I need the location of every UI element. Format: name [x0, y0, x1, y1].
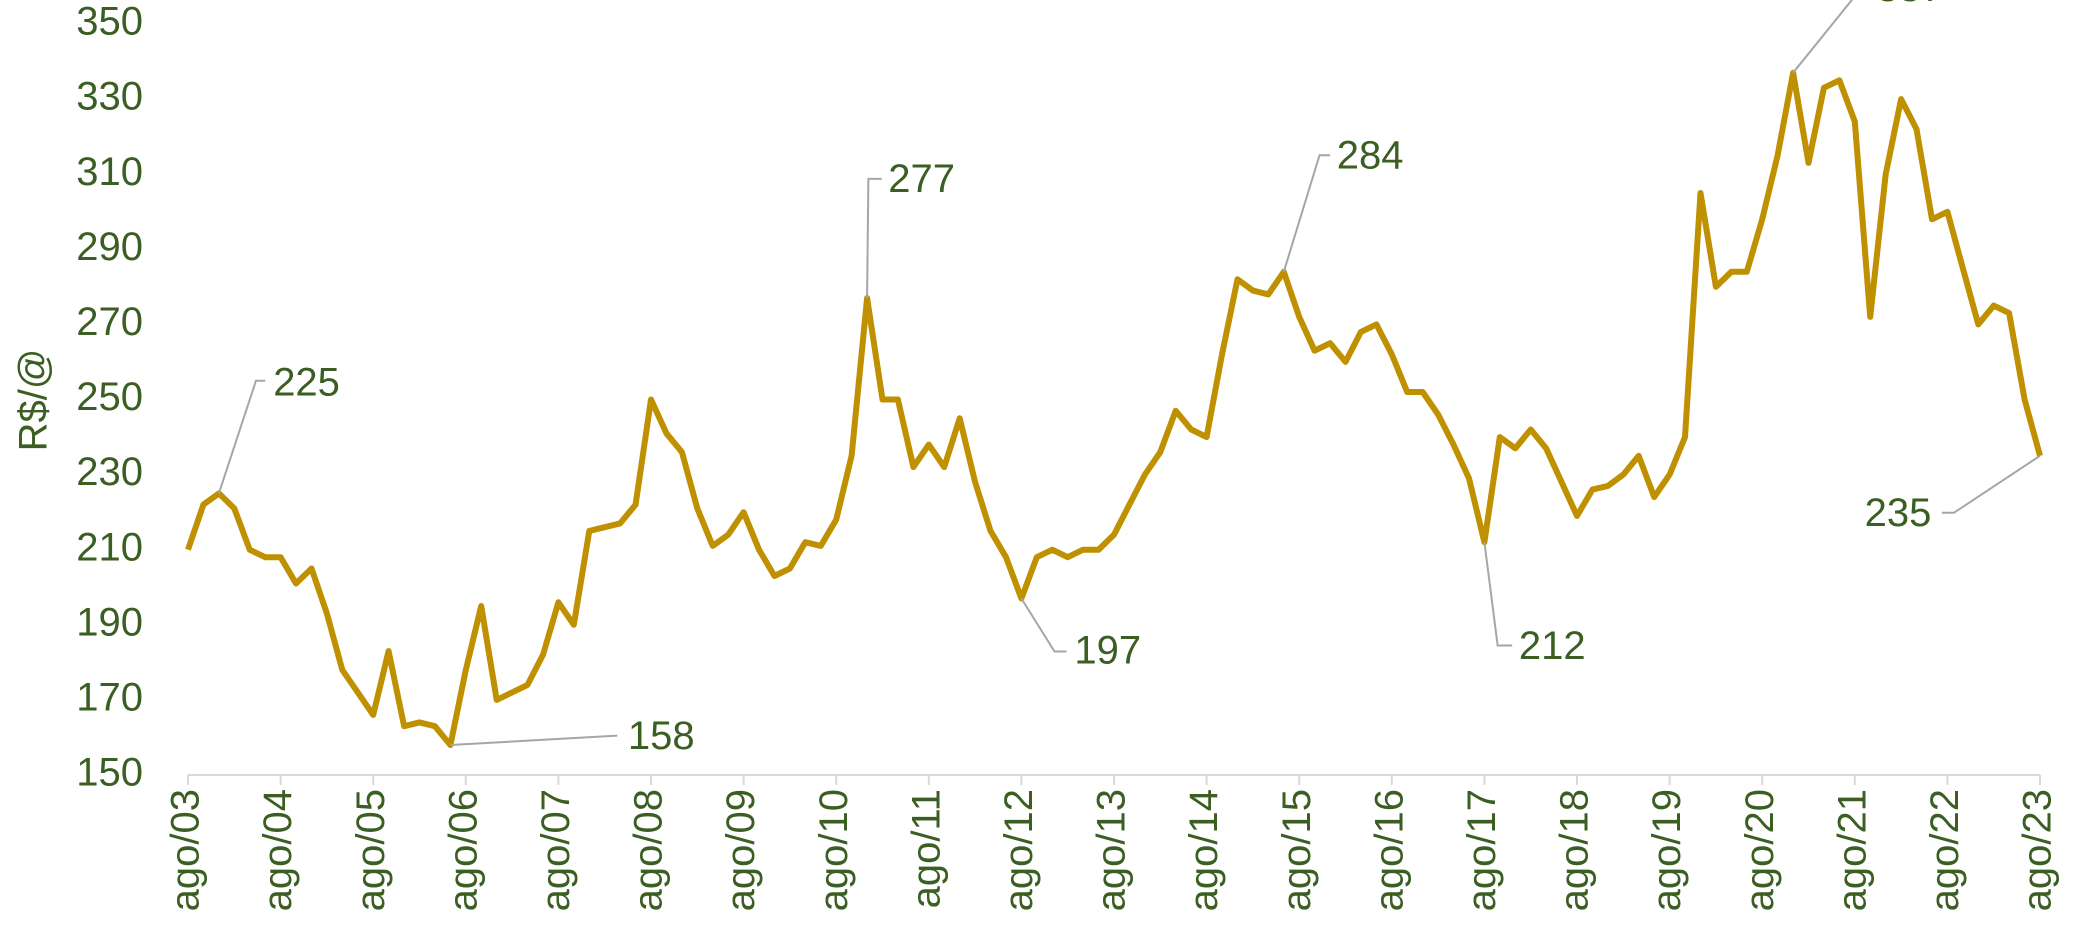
y-tick-label: 190 — [76, 600, 143, 644]
x-tick-label: ago/19 — [1645, 789, 1689, 911]
leader-line — [866, 177, 882, 299]
x-tick-label: ago/10 — [812, 789, 856, 911]
x-tick-label: ago/06 — [441, 789, 485, 911]
leader-line — [1792, 0, 1854, 74]
data-label: 235 — [1865, 491, 1932, 535]
data-label: 337 — [1877, 0, 1944, 10]
leader-line — [1282, 154, 1331, 273]
y-tick-label: 230 — [76, 450, 143, 494]
data-line — [185, 69, 2043, 748]
y-tick-label: 270 — [76, 300, 143, 344]
x-tick-label: ago/18 — [1553, 789, 1597, 911]
leader-line — [1020, 597, 1067, 653]
data-label: 284 — [1337, 133, 1404, 177]
x-tick-label: ago/08 — [627, 789, 671, 911]
leader-line — [1941, 454, 2041, 514]
x-tick-label: ago/04 — [256, 789, 300, 911]
x-tick-label: ago/22 — [1923, 789, 1967, 911]
x-tick-label: ago/23 — [2016, 789, 2060, 911]
x-tick-label: ago/09 — [719, 789, 763, 911]
x-tick-label: ago/15 — [1275, 789, 1319, 911]
x-tick-label: ago/12 — [997, 789, 1041, 911]
x-tick-label: ago/03 — [164, 789, 208, 911]
data-label: 212 — [1519, 624, 1586, 668]
data-label: 225 — [273, 360, 340, 404]
x-tick-label: ago/20 — [1738, 789, 1782, 911]
y-tick-label: 290 — [76, 225, 143, 269]
x-tick-label: ago/05 — [349, 789, 393, 911]
x-tick-label: ago/13 — [1090, 789, 1134, 911]
leader-line — [217, 379, 266, 494]
data-label: 158 — [628, 714, 695, 758]
data-label: 277 — [888, 157, 955, 201]
y-tick-label: 310 — [76, 150, 143, 194]
x-tick-label: ago/21 — [1830, 789, 1874, 911]
x-tick-label: ago/16 — [1367, 789, 1411, 911]
data-label: 197 — [1074, 628, 1141, 672]
leader-line — [1483, 542, 1513, 647]
y-axis-title: R$/@ — [12, 349, 56, 452]
y-tick-label: 250 — [76, 375, 143, 419]
y-tick-label: 330 — [76, 75, 143, 119]
x-tick-label: ago/07 — [534, 789, 578, 911]
y-tick-label: 170 — [76, 675, 143, 719]
y-tick-label: 150 — [76, 751, 143, 795]
x-tick-label: ago/11 — [904, 789, 948, 908]
x-tick-label: ago/14 — [1182, 789, 1226, 911]
y-tick-label: 350 — [76, 0, 143, 44]
x-tick-label: ago/17 — [1460, 789, 1504, 911]
y-tick-label: 210 — [76, 525, 143, 569]
leader-line — [450, 734, 618, 746]
